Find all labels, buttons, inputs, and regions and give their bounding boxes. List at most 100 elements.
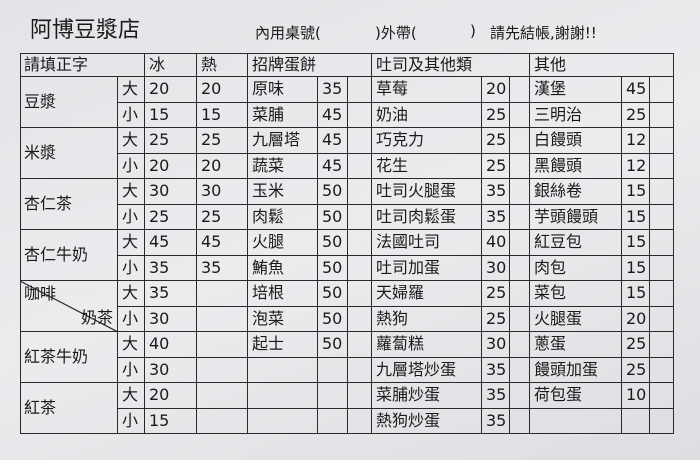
- pancake-price: 45: [318, 102, 348, 128]
- quantity-box: [650, 179, 674, 205]
- pancake-name: [248, 408, 318, 434]
- pancake-name: 培根: [248, 281, 318, 307]
- pancake-price: [318, 357, 348, 383]
- toast-name: 奶油: [372, 102, 482, 128]
- toast-price: 25: [482, 102, 510, 128]
- other-price: 15: [622, 230, 650, 256]
- quantity-box: [348, 179, 372, 205]
- toast-price: 35: [482, 179, 510, 205]
- ice-price: 30: [145, 357, 197, 383]
- quantity-box: [650, 204, 674, 230]
- other-price: 15: [622, 204, 650, 230]
- hot-price: [197, 332, 248, 358]
- drink-name: 咖啡 奶茶: [20, 281, 118, 332]
- quantity-box: [650, 255, 674, 281]
- size: 大: [118, 383, 145, 409]
- other-price: 25: [622, 102, 650, 128]
- ice-price: 25: [145, 204, 197, 230]
- pancake-price: 35: [318, 77, 348, 103]
- other-price: 20: [622, 306, 650, 332]
- size: 小: [118, 102, 145, 128]
- column-header: 熱: [197, 53, 248, 77]
- dine-in-label: 內用桌號(: [255, 24, 321, 42]
- header-blank: [650, 53, 674, 77]
- takeout-label: )外帶(: [375, 24, 417, 42]
- quantity-box: [510, 230, 530, 256]
- size: 小: [118, 255, 145, 281]
- toast-price: 25: [482, 128, 510, 154]
- drink-name: 奶茶: [80, 308, 113, 327]
- table-frame: [20, 53, 674, 434]
- toast-price: 35: [482, 383, 510, 409]
- quantity-box: [650, 306, 674, 332]
- pancake-price: 50: [318, 332, 348, 358]
- pancake-name: [248, 383, 318, 409]
- pancake-price: 50: [318, 230, 348, 256]
- toast-price: 20: [482, 77, 510, 103]
- toast-name: 法國吐司: [372, 230, 482, 256]
- quantity-box: [348, 128, 372, 154]
- ice-price: 40: [145, 332, 197, 358]
- hot-price: 15: [197, 102, 248, 128]
- ice-price: 25: [145, 128, 197, 154]
- toast-name: 蘿蔔糕: [372, 332, 482, 358]
- quantity-box: [510, 357, 530, 383]
- ice-price: 20: [145, 383, 197, 409]
- hot-price: 20: [197, 77, 248, 103]
- hot-price: [197, 357, 248, 383]
- pancake-name: 鮪魚: [248, 255, 318, 281]
- quantity-box: [510, 128, 530, 154]
- pancake-name: [248, 357, 318, 383]
- ice-price: 20: [145, 77, 197, 103]
- toast-price: 25: [482, 281, 510, 307]
- quantity-box: [510, 102, 530, 128]
- drink-name: 杏仁茶: [20, 179, 118, 230]
- toast-name: 熱狗炒蛋: [372, 408, 482, 434]
- quantity-box: [348, 153, 372, 179]
- quantity-box: [348, 306, 372, 332]
- ice-price: 35: [145, 255, 197, 281]
- other-price: 12: [622, 128, 650, 154]
- pancake-name: 起士: [248, 332, 318, 358]
- pancake-name: 蔬菜: [248, 153, 318, 179]
- other-name: 黑饅頭: [530, 153, 622, 179]
- other-price: 12: [622, 153, 650, 179]
- toast-name: 花生: [372, 153, 482, 179]
- pancake-name: 肉鬆: [248, 204, 318, 230]
- size: 大: [118, 281, 145, 307]
- size: 小: [118, 408, 145, 434]
- ice-price: 45: [145, 230, 197, 256]
- toast-name: 吐司加蛋: [372, 255, 482, 281]
- other-name: [530, 408, 622, 434]
- quantity-box: [348, 77, 372, 103]
- toast-price: 30: [482, 255, 510, 281]
- size: 大: [118, 332, 145, 358]
- quantity-box: [510, 179, 530, 205]
- toast-name: 九層塔炒蛋: [372, 357, 482, 383]
- quantity-box: [650, 77, 674, 103]
- pancake-price: 50: [318, 255, 348, 281]
- hot-price: 30: [197, 179, 248, 205]
- quantity-box: [348, 255, 372, 281]
- drink-name: 紅茶: [20, 383, 118, 434]
- toast-price: 25: [482, 153, 510, 179]
- hot-price: 25: [197, 204, 248, 230]
- toast-name: 天婦羅: [372, 281, 482, 307]
- quantity-box: [650, 408, 674, 434]
- other-name: 紅豆包: [530, 230, 622, 256]
- pancake-price: 45: [318, 128, 348, 154]
- quantity-box: [348, 281, 372, 307]
- shop-name: 阿博豆漿店: [30, 18, 141, 43]
- toast-name: 熱狗: [372, 306, 482, 332]
- other-name: 菜包: [530, 281, 622, 307]
- other-name: 芋頭饅頭: [530, 204, 622, 230]
- drink-name: 紅茶牛奶: [20, 332, 118, 383]
- pancake-name: 九層塔: [248, 128, 318, 154]
- diagonal: [20, 281, 117, 331]
- quantity-box: [510, 77, 530, 103]
- toast-name: 菜脯炒蛋: [372, 383, 482, 409]
- other-name: 蔥蛋: [530, 332, 622, 358]
- notice: 請先結帳,謝謝!!: [490, 24, 597, 42]
- quantity-box: [510, 306, 530, 332]
